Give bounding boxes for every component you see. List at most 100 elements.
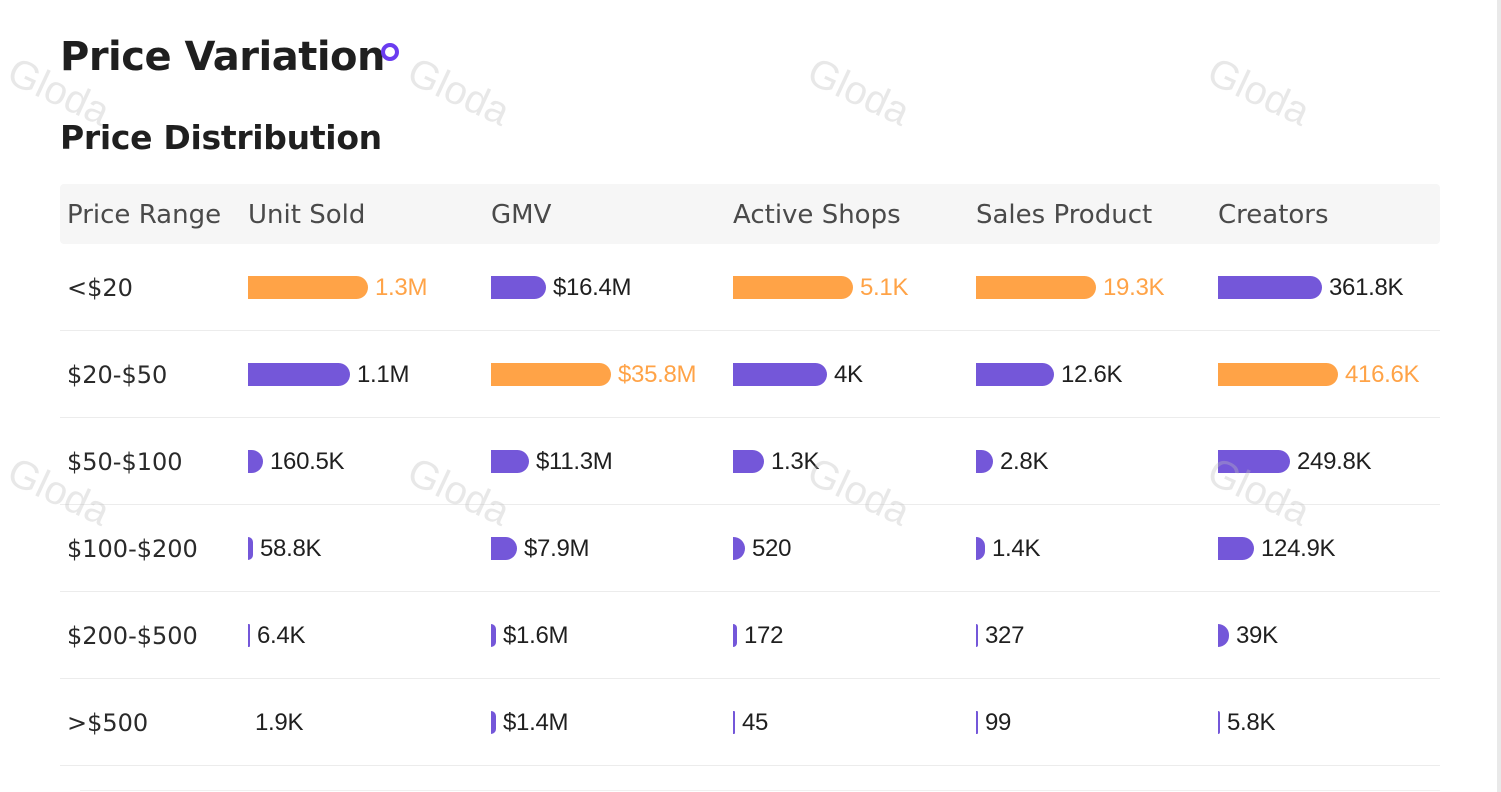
- sales-product-bar: [976, 276, 1096, 299]
- creators-cell: 124.9K: [1218, 505, 1336, 592]
- section-title: Price Distribution: [60, 118, 382, 157]
- active-shops-cell: 520: [733, 505, 791, 592]
- sales-product-cell: 327: [976, 592, 1024, 679]
- price-range-cell: >$500: [67, 708, 149, 737]
- table-row[interactable]: $200-$500 6.4K $1.6M 172 327 39K: [60, 592, 1440, 679]
- creators-value: 39K: [1236, 621, 1278, 649]
- table-body: <$20 1.3M $16.4M 5.1K 19.3K 361.8K $20-$50 1.1M…: [60, 244, 1440, 766]
- column-header-unit-sold[interactable]: Unit Sold: [248, 200, 366, 230]
- active-shops-cell: 4K: [733, 331, 863, 418]
- unit-sold-value: 1.9K: [255, 708, 304, 736]
- column-header-creators[interactable]: Creators: [1218, 200, 1329, 230]
- gmv-bar: [491, 363, 611, 386]
- gmv-bar: [491, 624, 496, 647]
- sales-product-cell: 12.6K: [976, 331, 1123, 418]
- unit-sold-bar: [248, 450, 263, 473]
- gmv-value: $11.3M: [536, 447, 613, 475]
- creators-cell: 361.8K: [1218, 244, 1404, 331]
- page-title: Price Variation: [60, 34, 386, 80]
- unit-sold-value: 58.8K: [260, 534, 322, 562]
- unit-sold-bar: [248, 537, 253, 560]
- unit-sold-cell: 1.3M: [248, 244, 427, 331]
- divider: [80, 790, 1440, 791]
- column-header-active-shops[interactable]: Active Shops: [733, 200, 901, 230]
- sales-product-value: 99: [985, 708, 1012, 736]
- table-row[interactable]: $50-$100 160.5K $11.3M 1.3K 2.8K 249.8K: [60, 418, 1440, 505]
- active-shops-value: 4K: [834, 360, 863, 388]
- watermark: Gloda: [400, 49, 517, 135]
- active-shops-value: 1.3K: [771, 447, 820, 475]
- gmv-value: $7.9M: [524, 534, 590, 562]
- active-shops-cell: 5.1K: [733, 244, 908, 331]
- creators-value: 361.8K: [1329, 273, 1404, 301]
- unit-sold-value: 1.1M: [357, 360, 410, 388]
- price-range-cell: $200-$500: [67, 621, 198, 650]
- column-header-gmv[interactable]: GMV: [491, 200, 552, 230]
- creators-bar: [1218, 711, 1220, 734]
- unit-sold-cell: 160.5K: [248, 418, 345, 505]
- unit-sold-cell: 58.8K: [248, 505, 322, 592]
- unit-sold-value: 1.3M: [375, 273, 428, 301]
- creators-cell: 39K: [1218, 592, 1278, 679]
- unit-sold-cell: 6.4K: [248, 592, 305, 679]
- creators-value: 5.8K: [1227, 708, 1276, 736]
- unit-sold-bar: [248, 363, 350, 386]
- gmv-cell: $11.3M: [491, 418, 613, 505]
- table-header: Price Range Unit Sold GMV Active Shops S…: [60, 184, 1440, 244]
- active-shops-value: 172: [744, 621, 784, 649]
- active-shops-bar: [733, 624, 737, 647]
- sales-product-value: 327: [985, 621, 1025, 649]
- price-range-cell: <$20: [67, 273, 133, 302]
- sales-product-cell: 99: [976, 679, 1011, 766]
- unit-sold-value: 6.4K: [257, 621, 306, 649]
- watermark: Gloda: [1200, 49, 1317, 135]
- active-shops-value: 45: [742, 708, 769, 736]
- active-shops-value: 520: [752, 534, 792, 562]
- creators-bar: [1218, 624, 1229, 647]
- creators-cell: 249.8K: [1218, 418, 1372, 505]
- unit-sold-cell: 1.1M: [248, 331, 409, 418]
- sales-product-cell: 2.8K: [976, 418, 1048, 505]
- column-header-price-range[interactable]: Price Range: [67, 200, 222, 230]
- active-shops-cell: 172: [733, 592, 783, 679]
- unit-sold-cell: 1.9K: [248, 679, 303, 766]
- table-row[interactable]: <$20 1.3M $16.4M 5.1K 19.3K 361.8K: [60, 244, 1440, 331]
- creators-cell: 416.6K: [1218, 331, 1420, 418]
- sales-product-cell: 1.4K: [976, 505, 1040, 592]
- column-header-sales-product[interactable]: Sales Product: [976, 200, 1153, 230]
- active-shops-bar: [733, 276, 853, 299]
- gmv-value: $35.8M: [618, 360, 697, 388]
- gmv-cell: $7.9M: [491, 505, 590, 592]
- creators-bar: [1218, 450, 1290, 473]
- sales-product-bar: [976, 363, 1054, 386]
- sales-product-value: 12.6K: [1061, 360, 1123, 388]
- scrollbar-track[interactable]: [1497, 0, 1501, 792]
- unit-sold-bar: [248, 624, 250, 647]
- price-range-cell: $50-$100: [67, 447, 183, 476]
- active-shops-bar: [733, 450, 764, 473]
- active-shops-cell: 1.3K: [733, 418, 819, 505]
- sales-product-bar: [976, 624, 978, 647]
- gmv-value: $16.4M: [553, 273, 632, 301]
- title-dot-icon: [381, 43, 399, 61]
- sales-product-value: 19.3K: [1103, 273, 1165, 301]
- table-row[interactable]: >$500 1.9K $1.4M 45 99 5.8K: [60, 679, 1440, 766]
- gmv-value: $1.6M: [503, 621, 569, 649]
- table-row[interactable]: $20-$50 1.1M $35.8M 4K 12.6K 416.6K: [60, 331, 1440, 418]
- gmv-value: $1.4M: [503, 708, 569, 736]
- sales-product-bar: [976, 711, 978, 734]
- active-shops-value: 5.1K: [860, 273, 909, 301]
- sales-product-value: 2.8K: [1000, 447, 1049, 475]
- watermark: Gloda: [800, 49, 917, 135]
- creators-value: 124.9K: [1261, 534, 1336, 562]
- creators-value: 416.6K: [1345, 360, 1420, 388]
- creators-cell: 5.8K: [1218, 679, 1275, 766]
- creators-bar: [1218, 537, 1254, 560]
- creators-bar: [1218, 276, 1322, 299]
- gmv-cell: $16.4M: [491, 244, 632, 331]
- sales-product-cell: 19.3K: [976, 244, 1165, 331]
- table-row[interactable]: $100-$200 58.8K $7.9M 520 1.4K 124.9K: [60, 505, 1440, 592]
- gmv-bar: [491, 276, 546, 299]
- gmv-cell: $1.6M: [491, 592, 569, 679]
- price-range-cell: $100-$200: [67, 534, 198, 563]
